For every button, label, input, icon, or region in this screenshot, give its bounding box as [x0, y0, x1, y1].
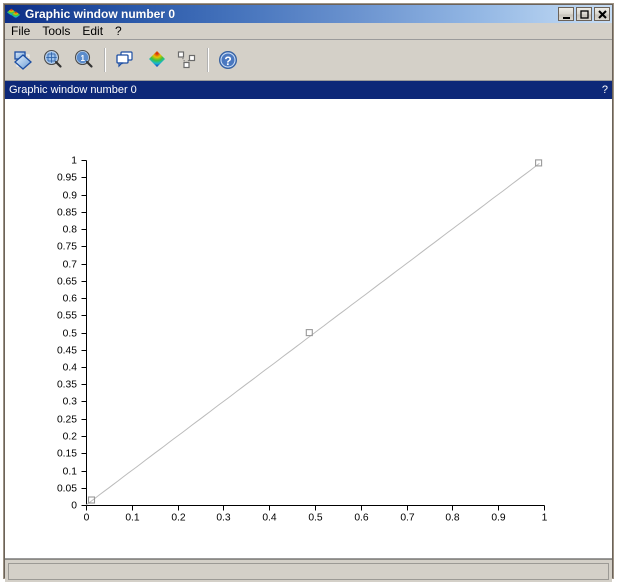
- svg-text:0.55: 0.55: [57, 311, 77, 322]
- svg-text:0.65: 0.65: [57, 277, 77, 288]
- svg-text:0.6: 0.6: [354, 513, 369, 524]
- svg-text:0.9: 0.9: [63, 191, 78, 202]
- svg-text:0: 0: [84, 513, 90, 524]
- svg-text:0.25: 0.25: [57, 415, 77, 426]
- svg-text:0.45: 0.45: [57, 346, 77, 357]
- svg-text:0.9: 0.9: [491, 513, 506, 524]
- svg-text:1: 1: [71, 156, 77, 167]
- svg-text:0.3: 0.3: [216, 513, 231, 524]
- svg-text:1: 1: [542, 513, 548, 524]
- svg-text:0.95: 0.95: [57, 173, 77, 184]
- svg-text:0.05: 0.05: [57, 484, 77, 495]
- svg-text:0.2: 0.2: [171, 513, 186, 524]
- svg-text:0.7: 0.7: [400, 513, 415, 524]
- svg-text:0.5: 0.5: [63, 329, 78, 340]
- svg-text:0.8: 0.8: [445, 513, 460, 524]
- svg-text:0.1: 0.1: [125, 513, 140, 524]
- svg-text:0.2: 0.2: [63, 432, 78, 443]
- svg-text:0.7: 0.7: [63, 260, 78, 271]
- svg-text:0: 0: [71, 501, 77, 512]
- svg-text:0.75: 0.75: [57, 242, 77, 253]
- svg-text:0.4: 0.4: [262, 513, 277, 524]
- svg-text:0.6: 0.6: [63, 294, 78, 305]
- svg-text:0.3: 0.3: [63, 397, 78, 408]
- svg-text:0.85: 0.85: [57, 208, 77, 219]
- svg-text:1: 1: [80, 54, 85, 63]
- svg-text:0.5: 0.5: [308, 513, 323, 524]
- svg-text:0.4: 0.4: [63, 363, 78, 374]
- svg-text:?: ?: [224, 54, 231, 68]
- svg-text:0.1: 0.1: [63, 467, 78, 478]
- svg-text:0.8: 0.8: [63, 225, 78, 236]
- svg-text:0.35: 0.35: [57, 380, 77, 391]
- svg-text:0.15: 0.15: [57, 449, 77, 460]
